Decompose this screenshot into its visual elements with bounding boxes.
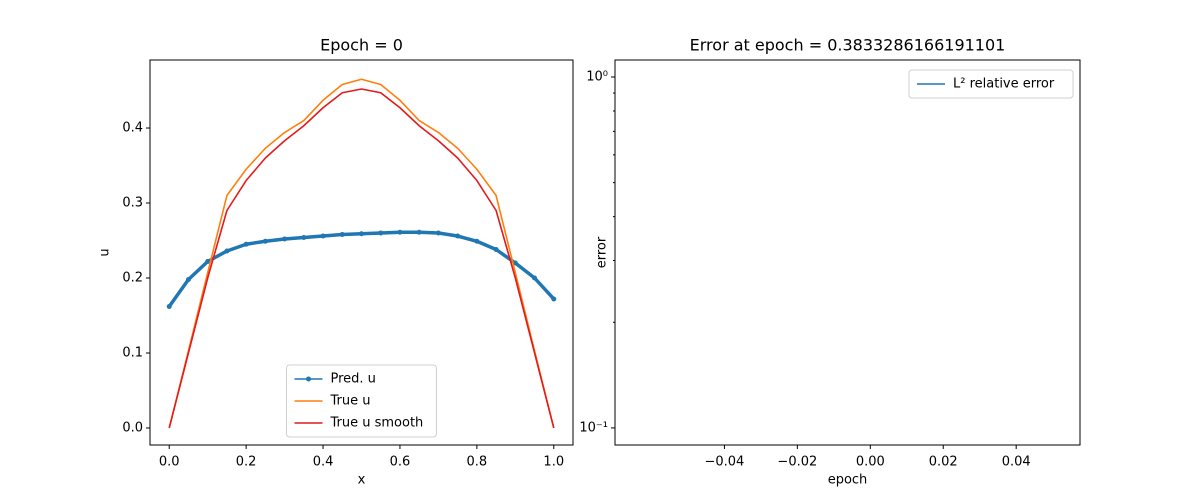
point	[205, 258, 211, 264]
point	[301, 235, 307, 241]
y-axis-label: u	[98, 248, 113, 256]
x-tick-label: −0.02	[777, 455, 817, 470]
point	[551, 296, 557, 302]
y-tick-label: 0.1	[122, 345, 143, 360]
y-tick-label: 10⁰	[586, 69, 608, 84]
point	[435, 230, 441, 236]
x-tick-label: 0.00	[856, 455, 885, 470]
legend-box	[908, 69, 1074, 99]
legend-label: L² relative error	[953, 77, 1055, 92]
chart-title: Epoch = 0	[320, 36, 403, 55]
point	[474, 238, 480, 244]
point	[493, 247, 499, 253]
legend-label: True u	[330, 394, 371, 409]
x-axis-label: x	[358, 473, 366, 488]
legend-marker	[306, 376, 311, 382]
legend-label: Pred. u	[331, 372, 376, 387]
point	[397, 229, 403, 235]
chart-title: Error at epoch = 0.3833286166191101	[690, 36, 1006, 55]
y-tick-label: 10⁻¹	[579, 420, 608, 435]
point	[455, 233, 461, 239]
point	[512, 260, 518, 266]
legend-label: True u smooth	[330, 416, 424, 431]
series-line	[168, 88, 555, 429]
point	[339, 232, 345, 238]
point	[532, 275, 538, 281]
y-tick-label: 0.4	[122, 121, 143, 136]
x-tick-label: −0.04	[704, 455, 744, 470]
point	[224, 248, 230, 254]
legend: L² relative error	[908, 69, 1074, 99]
x-tick-label: 0.4	[313, 455, 334, 470]
x-tick-label: 0.8	[467, 455, 488, 470]
point	[282, 236, 288, 242]
series-line	[168, 78, 555, 429]
point	[185, 276, 191, 282]
point	[262, 238, 268, 244]
x-axis-label: epoch	[828, 473, 868, 488]
x-tick-label: 0.2	[236, 455, 257, 470]
x-tick-label: 0.6	[390, 455, 411, 470]
y-tick-label: 0.2	[122, 270, 143, 285]
plot-area	[615, 60, 1080, 445]
x-tick-label: 1.0	[543, 455, 564, 470]
point	[243, 241, 249, 247]
point	[416, 229, 422, 235]
axes-frame	[149, 59, 574, 446]
legend-box	[286, 364, 437, 438]
point	[359, 231, 364, 237]
y-axis-label: error	[595, 236, 610, 268]
x-tick-label: 0.02	[929, 455, 958, 470]
x-tick-label: 0.04	[1002, 455, 1031, 470]
y-tick-label: 0.0	[122, 420, 143, 435]
point	[166, 303, 172, 309]
point	[320, 233, 326, 239]
point	[378, 230, 384, 236]
axes-frame	[614, 59, 1081, 446]
x-tick-label: 0.0	[159, 455, 180, 470]
legend: Pred. u True u True u smooth	[286, 364, 437, 438]
y-tick-label: 0.3	[122, 196, 143, 211]
